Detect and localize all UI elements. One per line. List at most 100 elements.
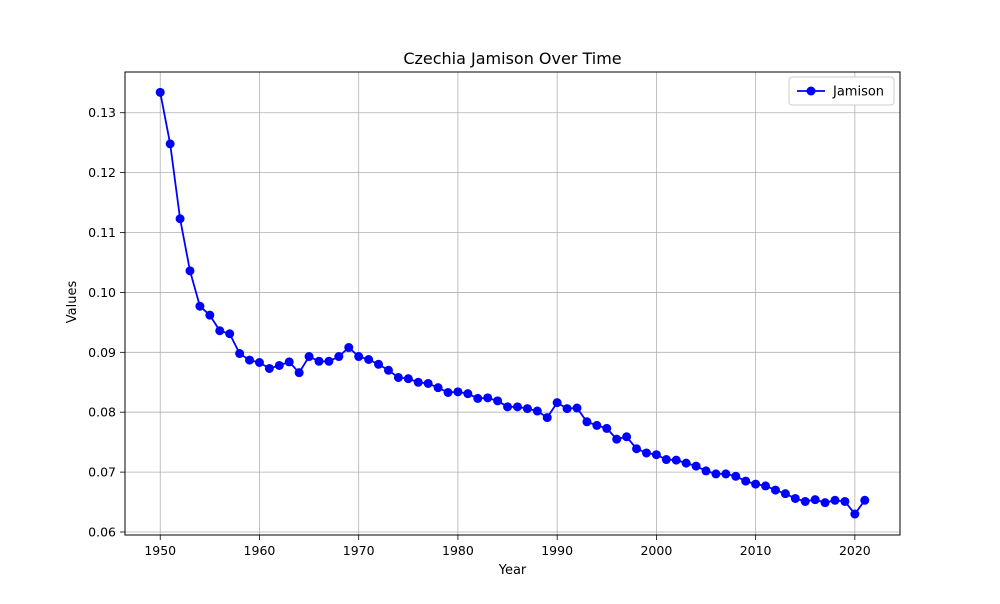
data-point: [403, 374, 413, 384]
data-point: [512, 402, 522, 412]
plot-area-frame: [124, 71, 901, 536]
data-point: [503, 402, 513, 412]
data-point: [364, 355, 374, 365]
y-tick-label: 0.07: [88, 465, 116, 480]
data-point: [582, 417, 592, 427]
data-point: [423, 378, 433, 388]
y-tick-label: 0.13: [88, 105, 116, 120]
data-point: [800, 496, 810, 506]
data-point: [671, 455, 681, 465]
data-point: [294, 368, 304, 378]
data-point: [731, 471, 741, 481]
y-axis: 0.06 0.07 0.08 0.09 0.10 0.11 0.12 0.13: [88, 105, 125, 540]
data-point: [810, 495, 820, 505]
y-tick-label: 0.09: [88, 345, 116, 360]
x-tick-label: 1980: [442, 543, 474, 558]
data-point: [205, 310, 215, 320]
data-point: [592, 420, 602, 430]
data-point: [254, 357, 264, 367]
data-point: [245, 355, 255, 365]
data-point: [572, 403, 582, 413]
y-tick-label: 0.08: [88, 405, 116, 420]
data-point: [453, 387, 463, 397]
data-point: [284, 357, 294, 367]
data-point: [562, 404, 572, 414]
data-point: [632, 444, 642, 454]
x-tick-label: 1990: [541, 543, 573, 558]
x-axis: 1950 1960 1970 1980 1990 2000 2010 2020: [144, 535, 871, 558]
data-point: [304, 352, 314, 362]
data-point: [602, 423, 612, 433]
data-point: [532, 406, 542, 416]
data-point: [860, 495, 870, 505]
data-point: [383, 365, 393, 375]
data-point: [354, 352, 364, 362]
data-point: [612, 434, 622, 444]
y-axis-label: Values: [65, 281, 80, 324]
data-point: [264, 363, 274, 373]
series-layer: [155, 87, 870, 519]
y-tick-label: 0.12: [88, 165, 116, 180]
data-point: [850, 509, 860, 519]
data-point: [721, 469, 731, 479]
chart-title: Czechia Jamison Over Time: [403, 49, 621, 68]
data-point: [493, 396, 503, 406]
data-point: [780, 489, 790, 499]
legend-box: [788, 76, 895, 106]
data-point: [681, 458, 691, 468]
data-point: [314, 356, 324, 366]
data-point: [542, 413, 552, 423]
data-point: [433, 383, 443, 393]
legend-label: Jamison: [832, 85, 884, 100]
data-point: [522, 404, 532, 414]
x-tick-label: 1950: [144, 543, 176, 558]
data-point: [155, 87, 165, 97]
y-tick-label: 0.10: [88, 285, 116, 300]
x-tick-label: 1960: [244, 543, 276, 558]
data-point: [691, 461, 701, 471]
data-point: [413, 377, 423, 387]
data-point: [741, 476, 751, 486]
data-point: [651, 450, 661, 460]
x-tick-label: 2020: [839, 543, 871, 558]
x-tick-label: 2000: [640, 543, 672, 558]
data-point: [324, 356, 334, 366]
data-point: [215, 326, 225, 336]
legend-marker-swatch: [806, 86, 816, 96]
data-point: [622, 432, 632, 442]
data-point: [751, 479, 761, 489]
data-point: [770, 485, 780, 495]
data-point: [701, 466, 711, 476]
data-point: [711, 469, 721, 479]
data-point: [334, 352, 344, 362]
x-tick-label: 1970: [343, 543, 375, 558]
data-point: [840, 496, 850, 506]
x-tick-label: 2010: [740, 543, 772, 558]
data-point: [195, 301, 205, 311]
data-point: [185, 266, 195, 276]
data-point: [641, 448, 651, 458]
data-point: [473, 393, 483, 403]
y-tick-label: 0.11: [88, 225, 116, 240]
data-point: [443, 387, 453, 397]
grid-lines: [125, 72, 900, 535]
data-point: [235, 349, 245, 359]
data-point: [761, 481, 771, 491]
legend: Jamison: [788, 76, 895, 106]
data-point: [661, 455, 671, 465]
data-point: [374, 359, 384, 369]
data-point: [175, 214, 185, 224]
data-point: [344, 343, 354, 353]
data-point: [830, 495, 840, 505]
data-point: [552, 398, 562, 408]
data-point: [165, 139, 175, 149]
data-point: [274, 360, 284, 370]
y-tick-label: 0.06: [88, 525, 116, 540]
x-axis-label: Year: [498, 563, 527, 578]
data-point: [463, 389, 473, 399]
data-point: [225, 329, 235, 339]
data-point: [790, 493, 800, 503]
data-point: [820, 498, 830, 508]
